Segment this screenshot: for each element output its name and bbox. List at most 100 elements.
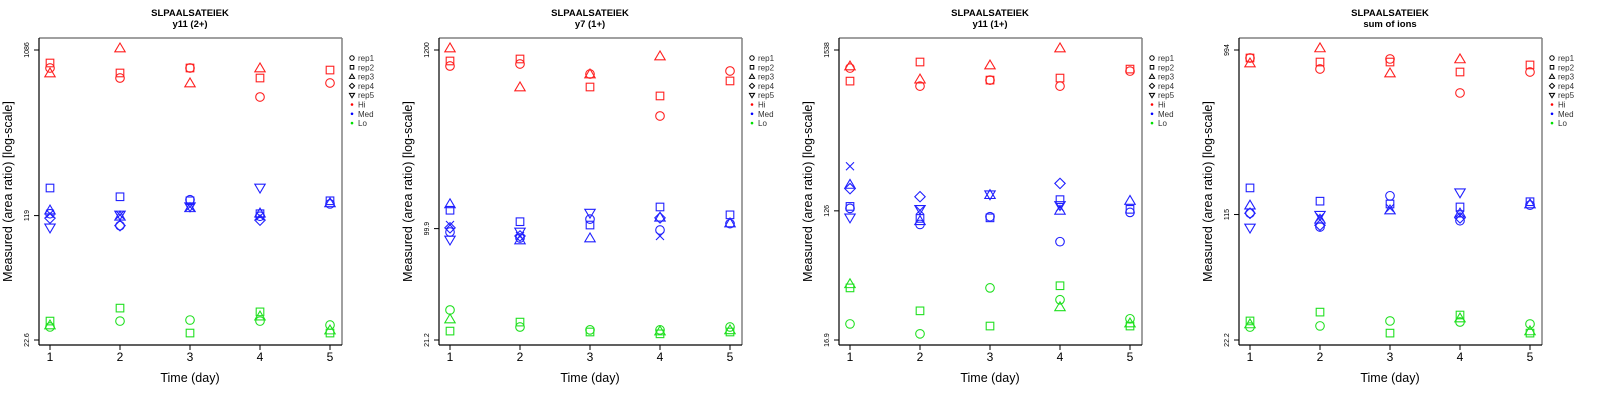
data-point-med-rep2 (1125, 204, 1135, 214)
data-point-med-rep2 (445, 205, 455, 215)
legend-label: rep3 (1158, 73, 1175, 82)
data-point-med-x (45, 209, 55, 219)
data-point-med-rep4 (844, 182, 856, 195)
data-point-hi-rep3 (1313, 41, 1327, 53)
data-point-lo-rep1 (985, 283, 995, 293)
legend-label: rep2 (1158, 63, 1175, 72)
legend-dot-hi (1550, 103, 1554, 106)
data-point-lo-rep2 (445, 326, 455, 336)
legend-label: Hi (358, 101, 366, 110)
data-point-med-x (915, 205, 925, 215)
y-tick-label: 22.6 (24, 333, 31, 347)
x-tick-label: 4 (1057, 350, 1064, 364)
data-point-med-rep3 (1123, 194, 1137, 205)
data-point-lo-rep2 (655, 329, 665, 339)
data-point-med-rep3 (513, 233, 527, 245)
data-point-hi-rep1 (1455, 88, 1465, 98)
legend-label: Hi (1558, 101, 1566, 110)
data-point-med-x (185, 202, 195, 212)
data-point-med-rep2 (985, 213, 995, 223)
data-point-med-rep4 (1244, 207, 1256, 220)
legend-triangle-up-icon (348, 73, 356, 79)
x-tick-label: 5 (327, 350, 334, 364)
data-point-hi-rep3 (513, 80, 527, 92)
data-point-lo-rep2 (515, 317, 525, 327)
data-point-hi-rep2 (1055, 73, 1065, 83)
data-point-med-x (655, 231, 665, 241)
data-point-med-rep3 (983, 188, 997, 200)
data-point-hi-rep1 (115, 73, 125, 83)
x-tick-label: 5 (727, 350, 734, 364)
data-point-lo-rep3 (653, 325, 667, 336)
legend-triangle-up-icon (1548, 73, 1556, 79)
data-point-hi-rep2 (845, 76, 855, 86)
data-point-hi-rep3 (1053, 41, 1067, 53)
data-point-hi-rep2 (915, 57, 925, 67)
data-point-med-rep3 (1383, 203, 1397, 215)
y-tick-label: 115 (1224, 209, 1231, 220)
data-point-hi-rep3 (253, 61, 267, 73)
data-point-med-rep1 (585, 214, 595, 224)
data-point-lo-rep3 (1243, 317, 1257, 329)
data-point-hi-rep3 (1383, 66, 1397, 78)
chart-subtitle: y11 (1+) (972, 19, 1007, 30)
x-tick-label: 3 (1387, 350, 1394, 364)
legend-label: rep4 (1558, 82, 1575, 91)
y-axis-label: Measured (area ratio) [log-scale] (801, 101, 815, 282)
data-point-med-rep4 (914, 190, 926, 203)
data-point-med-rep3 (843, 178, 857, 189)
data-point-med-rep5 (843, 213, 857, 224)
x-tick-label: 2 (1317, 350, 1324, 364)
data-point-med-rep2 (655, 202, 665, 212)
x-tick-label: 2 (917, 350, 924, 364)
data-point-med-rep4 (514, 229, 526, 242)
data-point-med-rep1 (115, 220, 125, 231)
data-point-hi-rep2 (1385, 57, 1395, 67)
y-axis-label: Measured (area ratio) [log-scale] (1, 101, 15, 282)
data-point-med-rep2 (1315, 196, 1325, 206)
data-point-med-rep1 (1055, 236, 1065, 247)
legend-diamond-icon (1548, 82, 1556, 90)
legend-triangle-down-icon (1548, 92, 1556, 99)
data-point-lo-rep3 (43, 318, 57, 330)
data-point-lo-rep1 (515, 322, 525, 332)
y-tick-label: 22.2 (1224, 333, 1231, 347)
x-tick-label: 1 (1247, 350, 1254, 364)
data-point-med-rep5 (983, 190, 997, 201)
data-point-med-rep4 (114, 219, 126, 232)
legend-diamond-icon (348, 82, 356, 90)
data-point-med-rep5 (183, 202, 197, 213)
data-point-lo-rep1 (1315, 321, 1325, 331)
data-point-lo-rep2 (585, 327, 595, 337)
data-point-med-rep1 (1385, 190, 1395, 201)
data-point-lo-rep2 (255, 307, 265, 317)
y-tick-label: 1086 (24, 42, 31, 58)
data-point-med-x (255, 211, 265, 221)
x-axis-label: Time (day) (960, 371, 1019, 385)
legend-dot-med (1550, 112, 1554, 116)
data-point-lo-rep2 (115, 303, 125, 313)
data-point-hi-rep3 (843, 59, 857, 71)
data-point-lo-rep2 (185, 328, 195, 338)
data-point-lo-rep3 (1523, 324, 1537, 336)
data-point-hi-rep1 (325, 78, 335, 88)
legend-dot-lo (1150, 121, 1154, 125)
data-point-med-rep5 (913, 204, 927, 216)
data-point-med-rep1 (655, 225, 665, 235)
legend-label: rep1 (1158, 54, 1175, 63)
legend-label: rep4 (358, 82, 375, 91)
data-point-med-x (115, 210, 125, 220)
data-point-med-rep4 (254, 214, 266, 227)
y-tick-label: 994 (1224, 44, 1231, 56)
legend-label: Lo (358, 119, 367, 128)
legend-label: Med (1158, 110, 1174, 119)
data-point-hi-rep1 (185, 63, 195, 73)
legend-dot-med (1150, 112, 1154, 116)
legend-triangle-down-icon (348, 92, 356, 99)
data-point-med-rep4 (1314, 219, 1326, 232)
data-point-med-rep1 (725, 218, 735, 229)
data-point-lo-rep2 (1125, 321, 1135, 331)
y-axis-label: Measured (area ratio) [log-scale] (401, 101, 415, 282)
data-point-med-rep5 (443, 235, 457, 247)
